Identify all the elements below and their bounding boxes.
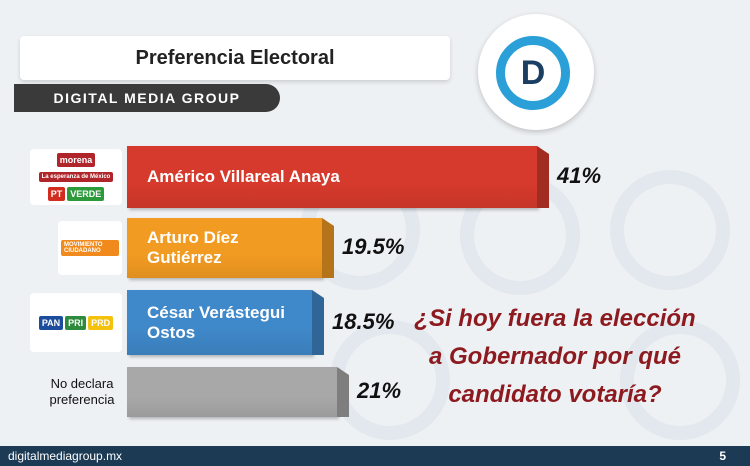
- category-label: No declara preferencia: [49, 376, 115, 407]
- bar-label: César Verástegui Ostos: [147, 302, 285, 342]
- logo-letter: D: [496, 36, 570, 110]
- title: Preferencia Electoral: [20, 36, 450, 80]
- bar-label: Arturo Díez Gutiérrez: [147, 228, 239, 267]
- value-label: 18.5%: [332, 308, 395, 334]
- party-logo-text: La esperanza de México: [38, 171, 114, 182]
- party-logo-text: PRI: [65, 315, 87, 330]
- bar: Arturo Díez Gutiérrez: [127, 218, 334, 278]
- bar-cap: [337, 367, 349, 417]
- party-logo-text: PRD: [88, 315, 114, 330]
- question: ¿Si hoy fuera la elección a Gobernador p…: [414, 305, 696, 408]
- bar-cap: [537, 146, 549, 208]
- bar-label: Américo Villareal Anaya: [147, 167, 340, 186]
- bar-cap: [322, 218, 334, 278]
- footer-url: digitalmediagroup.mx: [8, 449, 123, 463]
- bar: César Verástegui Ostos: [127, 290, 324, 355]
- value-label: 21%: [357, 378, 402, 403]
- footer: digitalmediagroup.mx 5: [0, 446, 750, 466]
- logo: D: [478, 14, 594, 130]
- bar: Américo Villareal Anaya: [127, 146, 549, 208]
- value-label: 41%: [557, 163, 602, 188]
- party-logo: PAN PRI PRD: [30, 293, 122, 352]
- value-label: 19.5%: [342, 234, 405, 259]
- party-logo: morena La esperanza de México PT VERDE: [30, 149, 122, 205]
- bar-cap: [312, 290, 324, 355]
- party-logo-text: morena: [56, 153, 96, 168]
- party-logo-text: MOVIMIENTO CIUDADANO: [61, 240, 119, 256]
- bar: [127, 367, 349, 417]
- party-logo-text: VERDE: [67, 186, 105, 201]
- party-logo-text: PT: [47, 186, 66, 201]
- page-number: 5: [719, 449, 726, 463]
- party-logo: MOVIMIENTO CIUDADANO: [58, 221, 122, 275]
- brand: DIGITAL MEDIA GROUP: [14, 84, 280, 112]
- party-logo-text: PAN: [38, 315, 64, 330]
